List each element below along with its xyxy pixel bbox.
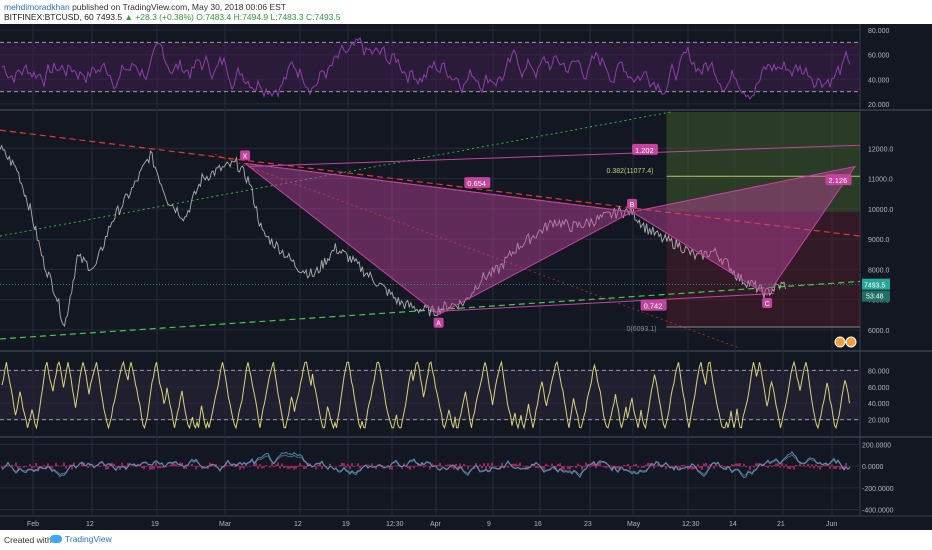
time-tick-label: Feb [27,521,39,528]
open-value: O:7483.4 [196,12,232,22]
author-name[interactable]: mehdimoradkhan [4,2,70,12]
pattern-point-marker [762,298,773,309]
stoch-tick-label: 80.000 [868,368,890,375]
time-tick-label: 23 [584,521,592,528]
time-tick-label: 12:30 [386,521,404,528]
pattern-point-label: A [436,321,441,328]
time-tick-label: Jun [826,521,837,528]
pattern-point-marker [240,150,251,161]
up-arrow-icon: ▲ [124,12,133,22]
stoch-tick-label: 60.000 [868,385,890,392]
price-tick-label: 9000.0 [868,237,890,244]
time-tick-label: 9 [487,521,491,528]
macd-tick-label: 0.0000 [862,464,884,471]
rsi-line [1,36,851,100]
ratio-badge [825,174,852,186]
stoch-tick-label: 40.000 [868,401,890,408]
bcd-triangle [630,165,857,296]
macd-line [1,450,851,479]
rsi-tick-label: 60.000 [868,53,890,60]
ratio-label: 0.742 [644,302,663,311]
time-tick-label: 21 [777,521,785,528]
time-tick-label: 12 [86,521,94,528]
macd-tick-label: -200.0000 [862,486,894,493]
last-price-tag-label: 7493.5 [864,283,886,290]
fib-382-label: 0.382(11077.4) [607,168,654,175]
publisher-line: mehdimoradkhan published on TradingView.… [4,2,286,12]
countdown-tag-label: 53:48 [866,294,884,301]
time-tick-label: 12 [294,521,302,528]
fib-zero-label: 0(6093.1) [627,326,657,333]
pattern-point-label: C [765,301,770,308]
time-tick-label: May [627,521,641,528]
chart-header: mehdimoradkhan published on TradingView.… [0,0,932,24]
event-marker-icon [845,336,857,348]
signal-line [1,454,851,476]
event-marker-icon [834,336,846,348]
resistance-trendline [0,129,861,237]
ratio-label: 1.202 [635,146,654,155]
price-tick-label: 6000.0 [868,328,890,335]
ratio-label: 0.654 [467,179,486,188]
macd-tick-label: 200.0000 [862,443,891,450]
symbol-label: BITFINEX:BTCUSD, 60 [4,12,94,22]
chart-svg[interactable]: Feb 12 19 Mar 12 19 12:30 Apr 9 16 23 May 12:30 14 21 J… [0,24,932,530]
created-with-text: Created with [4,535,52,545]
ratio-badge [640,299,667,311]
support-trendline [0,280,861,340]
price-series-line [0,144,786,328]
rsi-band [0,42,860,92]
ratio-badge [464,177,491,189]
time-tick-label: 12:30 [682,521,700,528]
brand-name: TradingView [65,534,112,544]
time-tick-label: 14 [729,521,737,528]
pattern-point-label: X [243,153,248,160]
pattern-point-marker [433,317,444,328]
countdown-tag [862,290,890,302]
pattern-point-label: B [630,202,635,209]
price-change: +28.3 (+0.38%) [135,12,194,22]
time-tick-label: 19 [342,521,350,528]
last-price: 7493.5 [96,12,123,22]
price-tick-label: 10000.0 [868,207,893,214]
time-tick-label: 16 [534,521,542,528]
fib-target-zone [666,112,860,212]
pattern-point-marker [627,198,638,209]
xd-projection-line [249,144,861,167]
upper-channel-line [0,111,671,237]
cloud-icon [50,535,62,543]
close-value: C:7493.5 [305,12,341,22]
low-value: L:7483.3 [270,12,304,22]
time-tick-label: Mar [219,521,232,528]
stoch-tick-label: 20.000 [868,418,890,425]
xb-line [245,162,633,213]
ac-line [429,293,775,313]
published-text: published on TradingView.com, May 30, 20… [72,2,286,12]
macd-tick-label: -400.0000 [862,508,894,515]
high-value: H:7494.9 [233,12,269,22]
rsi-tick-label: 40.000 [868,77,890,84]
tradingview-logo[interactable]: TradingView [50,534,112,544]
time-tick-label: 19 [151,521,159,528]
price-tick-label: 8000.0 [868,267,890,274]
time-tick-label: Apr [430,521,442,528]
price-tick-label: 12000.0 [868,146,893,153]
chart-canvas[interactable]: Feb 12 19 Mar 12 19 12:30 Apr 9 16 23 May 12:30 14 21 J… [0,24,932,530]
lower-channel-line [214,153,740,349]
ratio-label: 2.126 [829,176,848,185]
ratio-badge [632,143,658,155]
rsi-tick-label: 20.000 [868,102,890,109]
footer: Created with TradingView [0,530,932,550]
last-price-tag [862,278,890,290]
stoch-band [0,370,860,420]
stoch-line [1,360,850,430]
rsi-tick-label: 80.000 [868,28,890,35]
symbol-line: BITFINEX:BTCUSD, 60 7493.5 ▲ +28.3 (+0.3… [4,12,340,22]
price-tick-label: 11000.0 [868,177,893,184]
